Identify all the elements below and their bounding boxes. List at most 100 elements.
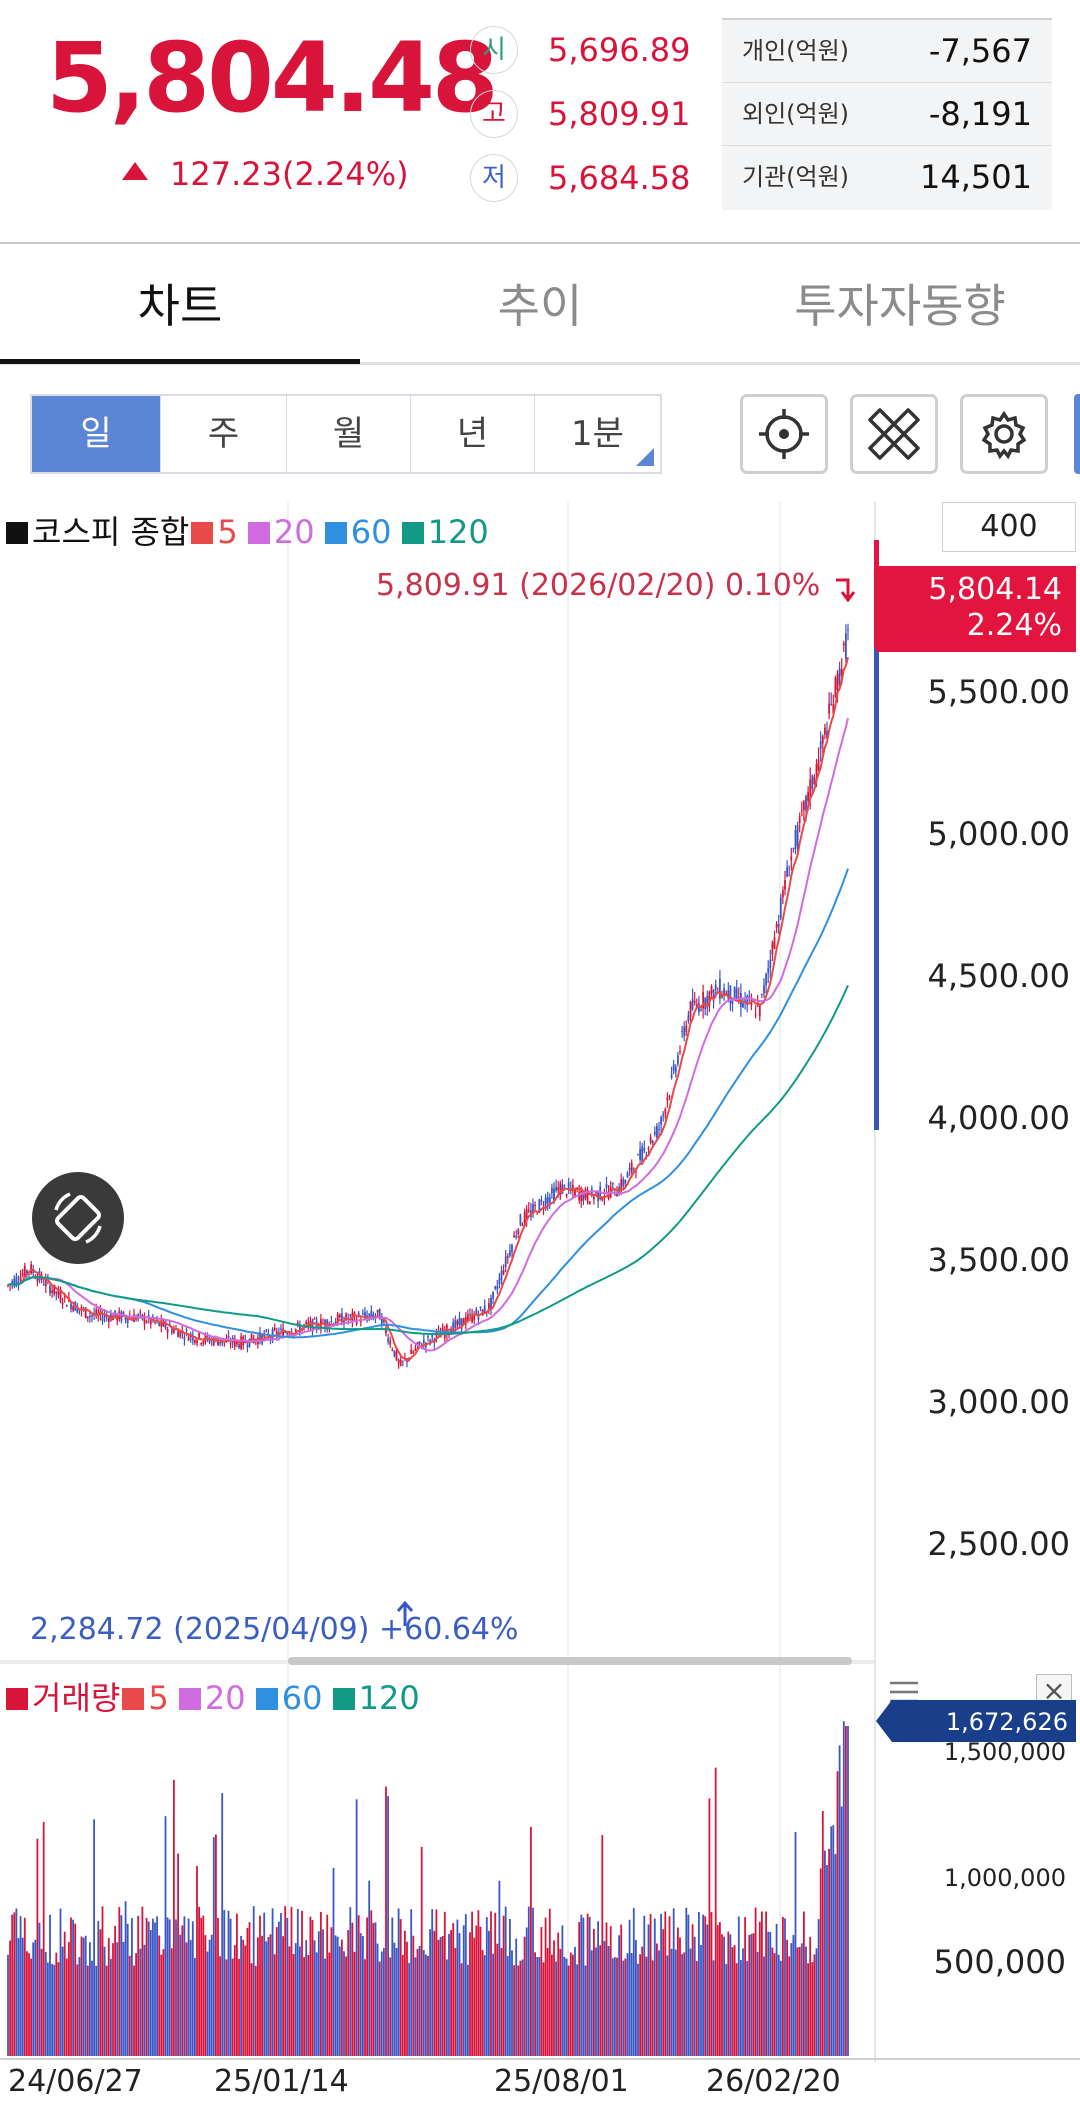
period-year-button[interactable]: 년 bbox=[410, 396, 534, 472]
volume-bar bbox=[660, 1913, 662, 2056]
candle-body bbox=[422, 1340, 425, 1344]
volume-bar bbox=[754, 1907, 757, 2056]
moving-average-60 bbox=[7, 868, 849, 1339]
volume-bar bbox=[179, 1934, 182, 2056]
volume-bar bbox=[580, 1914, 583, 2056]
volume-bar bbox=[597, 1921, 599, 2056]
candle-body bbox=[714, 984, 717, 990]
legend-swatch-vma60 bbox=[255, 1688, 278, 1710]
candle-body bbox=[107, 1317, 110, 1322]
visible-count-box[interactable]: 400 bbox=[942, 502, 1076, 552]
volume-bar bbox=[656, 1943, 658, 2056]
volume-bar bbox=[362, 1936, 364, 2056]
volume-bar bbox=[383, 1948, 385, 2056]
crosshair-button[interactable] bbox=[740, 394, 828, 474]
volume-bar bbox=[567, 1965, 570, 2056]
volume-tag-arrow bbox=[876, 1700, 892, 1742]
candle-body bbox=[26, 1270, 28, 1274]
volume-bar bbox=[838, 1745, 841, 2056]
candle-body bbox=[551, 1187, 553, 1194]
volume-bar bbox=[267, 1936, 270, 2056]
volume-tick-label: 500,000 bbox=[933, 1943, 1066, 1981]
y-axis-border bbox=[874, 502, 876, 2062]
candle-body bbox=[194, 1339, 196, 1343]
volume-bar bbox=[429, 1929, 431, 2056]
candle-body bbox=[238, 1344, 240, 1348]
candle-body bbox=[683, 1027, 686, 1037]
period-week-button[interactable]: 주 bbox=[160, 396, 286, 472]
volume-bar bbox=[385, 1786, 387, 2056]
period-day-button[interactable]: 일 bbox=[32, 396, 160, 472]
low-badge: 저 bbox=[470, 154, 518, 202]
volume-bar bbox=[618, 1935, 620, 2056]
volume-bar bbox=[223, 1910, 226, 2056]
investor-label: 개인(억원) bbox=[742, 37, 850, 65]
candle-body bbox=[721, 995, 723, 998]
candle-body bbox=[483, 1305, 486, 1314]
candle-body bbox=[280, 1328, 282, 1330]
candle-body bbox=[454, 1320, 457, 1328]
tab-chart[interactable]: 차트 bbox=[137, 279, 223, 333]
volume-bar bbox=[578, 1921, 581, 2056]
period-month-button[interactable]: 월 bbox=[286, 396, 410, 472]
rotate-screen-button[interactable] bbox=[32, 1172, 124, 1264]
current-price-tag: 5,804.14 2.24% bbox=[876, 566, 1076, 652]
candle-body bbox=[735, 988, 738, 999]
candle-body bbox=[154, 1321, 156, 1323]
candle-body bbox=[198, 1332, 200, 1338]
volume-bar bbox=[826, 1865, 828, 2056]
settings-button[interactable] bbox=[960, 394, 1048, 474]
volume-bar bbox=[773, 1953, 776, 2056]
volume-bar bbox=[821, 1811, 824, 2056]
volume-bar bbox=[156, 1916, 158, 2056]
candle-body bbox=[643, 1148, 646, 1151]
tab-trend[interactable]: 추이 bbox=[497, 279, 583, 333]
volume-bar bbox=[158, 1935, 161, 2056]
volume-bar bbox=[332, 1867, 335, 2056]
volume-bar bbox=[584, 1965, 587, 2056]
legend-swatch-ma20 bbox=[247, 522, 270, 544]
drawing-tool-button[interactable] bbox=[850, 394, 938, 474]
volume-bar bbox=[164, 1816, 167, 2056]
volume-bar bbox=[196, 1865, 198, 2056]
period-minute-button[interactable]: 1분 bbox=[534, 396, 660, 472]
legend-swatch-volume bbox=[6, 1688, 28, 1710]
legend-swatch-vma20 bbox=[178, 1688, 201, 1710]
candle-body bbox=[548, 1196, 551, 1204]
volume-bar bbox=[301, 1910, 303, 2056]
volume-bar bbox=[679, 1937, 681, 2056]
chart-canvas[interactable] bbox=[0, 502, 874, 2058]
volume-bar bbox=[700, 1944, 702, 2056]
volume-bar bbox=[162, 1949, 165, 2056]
candle-body bbox=[540, 1199, 543, 1202]
candle-body bbox=[824, 727, 826, 735]
candle-body bbox=[511, 1244, 513, 1252]
volume-bar bbox=[233, 1945, 236, 2056]
candle-body bbox=[236, 1340, 238, 1345]
volume-bar bbox=[7, 1954, 9, 2056]
volume-bar bbox=[59, 1908, 62, 2056]
volume-bar bbox=[704, 1916, 707, 2056]
volume-bar bbox=[603, 1940, 606, 2056]
legend-title: 코스피 종합 bbox=[32, 513, 190, 551]
investor-value: -8,191 bbox=[928, 95, 1032, 133]
candle-body bbox=[124, 1316, 127, 1321]
horizontal-scrollbar[interactable] bbox=[288, 1657, 852, 1665]
volume-bar bbox=[777, 1954, 780, 2056]
tab-investor-trend[interactable]: 투자자동향 bbox=[794, 279, 1006, 333]
volume-bar bbox=[485, 1917, 488, 2056]
volume-bar bbox=[792, 1934, 795, 2056]
candle-body bbox=[742, 1003, 744, 1008]
candle-body bbox=[233, 1338, 236, 1347]
volume-bar bbox=[609, 1926, 612, 2056]
volume-bar bbox=[353, 1951, 356, 2056]
high-annotation: 5,809.91 (2026/02/20) 0.10% bbox=[376, 568, 821, 603]
candle-body bbox=[819, 741, 822, 749]
volume-bar bbox=[166, 1917, 169, 2056]
more-tools-edge[interactable] bbox=[1074, 394, 1080, 474]
candle-body bbox=[758, 1004, 761, 1017]
candle-body bbox=[383, 1319, 385, 1322]
volume-bar bbox=[112, 1943, 114, 2056]
crosshair-icon bbox=[759, 409, 809, 459]
volume-bar bbox=[173, 1779, 175, 2056]
